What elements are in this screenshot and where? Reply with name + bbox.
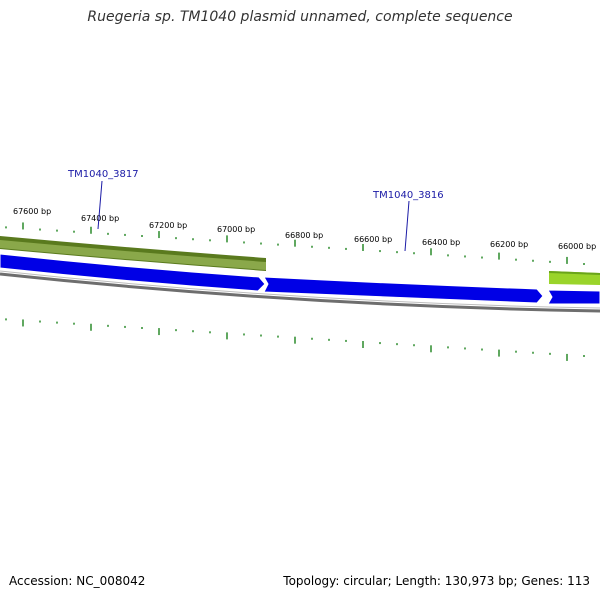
accession-text: Accession: NC_008042 (9, 574, 146, 588)
tick-label-66600: 66600 bp (354, 235, 392, 244)
tick-label-67000: 67000 bp (217, 225, 255, 234)
gene-label-tm1040-3816[interactable]: TM1040_3816 (372, 190, 444, 201)
gene-label-tm1040-3817[interactable]: TM1040_3817 (67, 169, 139, 180)
tick-label-67600: 67600 bp (13, 207, 51, 216)
gene-label-leader-3817 (97, 180, 103, 230)
tick-label-66200: 66200 bp (490, 240, 528, 249)
tick-label-66800: 66800 bp (285, 231, 323, 240)
tick-label-67400: 67400 bp (81, 214, 119, 223)
summary-text: Topology: circular; Length: 130,973 bp; … (283, 574, 590, 588)
gene-forward-right-edge (549, 271, 600, 275)
gene-reverse-tm1040-3816[interactable] (263, 276, 544, 304)
gene-forward-tm1040-3817[interactable] (0, 240, 266, 270)
inner-tick-marks (5, 318, 585, 361)
plasmid-backbone (0, 272, 600, 313)
map-title: Ruegeria sp. TM1040 plasmid unnamed, com… (87, 9, 513, 25)
tick-label-66000: 66000 bp (558, 242, 596, 251)
tick-label-66400: 66400 bp (422, 238, 460, 247)
gene-label-leader-3816 (404, 200, 410, 252)
gene-reverse-right[interactable] (547, 289, 600, 305)
tick-label-67200: 67200 bp (149, 221, 187, 230)
plasmid-backbone-highlight (0, 270, 600, 309)
outer-tick-marks (5, 222, 585, 265)
gene-reverse-left[interactable] (0, 253, 266, 292)
